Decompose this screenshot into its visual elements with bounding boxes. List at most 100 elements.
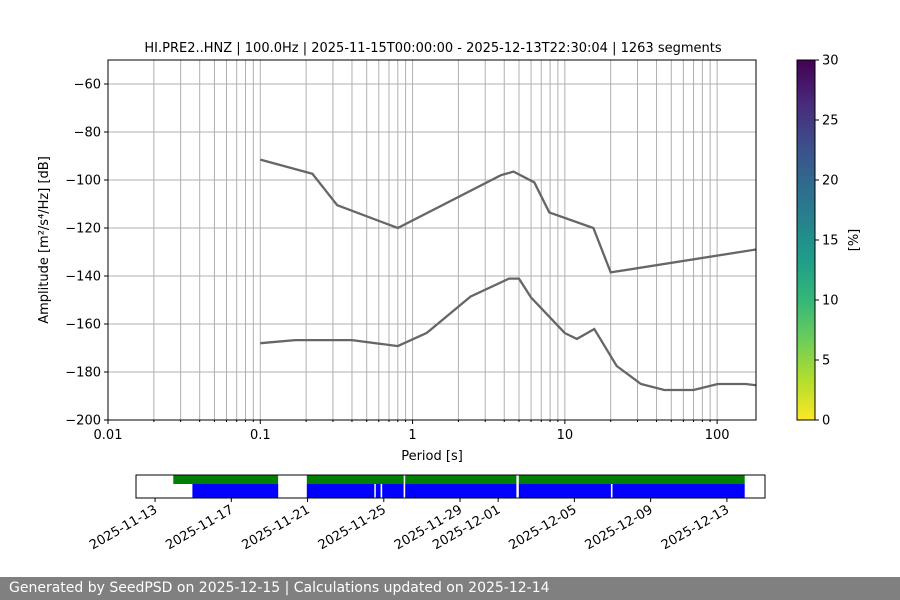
colorbar-cell <box>797 240 815 245</box>
colorbar-cell <box>797 148 815 153</box>
y-tick-label: −160 <box>65 318 101 333</box>
colorbar-cell <box>797 200 815 205</box>
colorbar-cell <box>797 160 815 165</box>
colorbar-cell <box>797 260 815 265</box>
y-tick-label: −120 <box>65 222 101 237</box>
psd-segment-bar <box>405 484 517 498</box>
colorbar-cell <box>797 224 815 229</box>
colorbar-cell <box>797 68 815 73</box>
colorbar-cell <box>797 356 815 361</box>
colorbar-cell <box>797 312 815 317</box>
colorbar-cell <box>797 112 815 117</box>
colorbar-tick-label: 10 <box>822 294 839 309</box>
x-axis-label: Period [s] <box>401 449 463 464</box>
data-segment-bar <box>405 475 517 484</box>
x-tick-label: 1 <box>408 428 416 443</box>
psd-segment-bar <box>612 484 745 498</box>
colorbar-cell <box>797 216 815 221</box>
colorbar-cell <box>797 92 815 97</box>
colorbar-cell <box>797 276 815 281</box>
y-tick-label: −80 <box>74 126 101 141</box>
colorbar-cell <box>797 140 815 145</box>
colorbar-cell <box>797 348 815 353</box>
colorbar-cell <box>797 284 815 289</box>
colorbar-cell <box>797 416 815 421</box>
colorbar-cell <box>797 248 815 253</box>
colorbar-cell <box>797 372 815 377</box>
timeline-tick-label: 2025-11-13 <box>87 502 160 553</box>
colorbar-cell <box>797 64 815 69</box>
y-tick-label: −180 <box>65 366 101 381</box>
colorbar-tick-label: 5 <box>822 354 830 369</box>
colorbar-cell <box>797 388 815 393</box>
colorbar-cell <box>797 396 815 401</box>
colorbar-cell <box>797 116 815 121</box>
colorbar-cell <box>797 400 815 405</box>
chart-title: HI.PRE2..HNZ | 100.0Hz | 2025-11-15T00:0… <box>144 41 721 56</box>
colorbar-cell <box>797 340 815 345</box>
timeline-tick-label: 2025-11-17 <box>163 502 236 553</box>
colorbar-cell <box>797 84 815 89</box>
colorbar-cell <box>797 380 815 385</box>
colorbar-cell <box>797 304 815 309</box>
psd-segment-bar <box>382 484 404 498</box>
colorbar-cell <box>797 144 815 149</box>
colorbar-cell <box>797 288 815 293</box>
colorbar-cell <box>797 192 815 197</box>
colorbar-cell <box>797 100 815 105</box>
colorbar-cell <box>797 220 815 225</box>
data-segment-bar <box>518 475 745 484</box>
colorbar-cell <box>797 108 815 113</box>
colorbar-cell <box>797 152 815 157</box>
data-segment-bar <box>306 475 404 484</box>
colorbar-cell <box>797 252 815 257</box>
colorbar-cell <box>797 196 815 201</box>
colorbar-cell <box>797 324 815 329</box>
colorbar-cell <box>797 296 815 301</box>
x-tick-label: 100 <box>705 428 730 443</box>
colorbar-tick-label: 20 <box>822 174 839 189</box>
x-tick-label: 0.01 <box>94 428 123 443</box>
colorbar-cell <box>797 352 815 357</box>
colorbar-cell <box>797 316 815 321</box>
data-segment-bar <box>173 475 279 484</box>
colorbar-cell <box>797 280 815 285</box>
plot-area <box>108 60 756 420</box>
colorbar-cell <box>797 104 815 109</box>
colorbar-cell <box>797 60 815 65</box>
colorbar-cell <box>797 156 815 161</box>
timeline-tick-label: 2025-12-13 <box>659 502 732 553</box>
timeline-tick-label: 2025-11-25 <box>316 502 389 553</box>
colorbar-cell <box>797 364 815 369</box>
timeline-tick-label: 2025-11-21 <box>240 502 313 553</box>
colorbar-cell <box>797 136 815 141</box>
colorbar-label: [%] <box>847 229 862 252</box>
nlnm-curve <box>260 277 756 392</box>
nhnm-curve <box>259 158 756 274</box>
footer-bar: Generated by SeedPSD on 2025-12-15 | Cal… <box>0 577 900 600</box>
colorbar-cell <box>797 328 815 333</box>
colorbar-tick-label: 30 <box>822 54 839 69</box>
colorbar-cell <box>797 268 815 273</box>
colorbar-tick-label: 0 <box>822 414 830 429</box>
colorbar-cell <box>797 264 815 269</box>
colorbar-cell <box>797 236 815 241</box>
colorbar-cell <box>797 412 815 417</box>
colorbar-cell <box>797 72 815 77</box>
colorbar-cell <box>797 408 815 413</box>
colorbar-cell <box>797 300 815 305</box>
colorbar-cell <box>797 204 815 209</box>
colorbar-cell <box>797 376 815 381</box>
colorbar-cell <box>797 244 815 249</box>
colorbar-cell <box>797 168 815 173</box>
colorbar-cell <box>797 228 815 233</box>
psd-segment-bar <box>306 484 375 498</box>
colorbar-cell <box>797 80 815 85</box>
psd-segment-bar <box>375 484 381 498</box>
colorbar-cell <box>797 384 815 389</box>
colorbar: 0 5 10 15 20 25 30 [%] <box>796 54 862 429</box>
colorbar-cell <box>797 392 815 397</box>
colorbar-tick-label: 25 <box>822 114 839 129</box>
colorbar-cell <box>797 132 815 137</box>
